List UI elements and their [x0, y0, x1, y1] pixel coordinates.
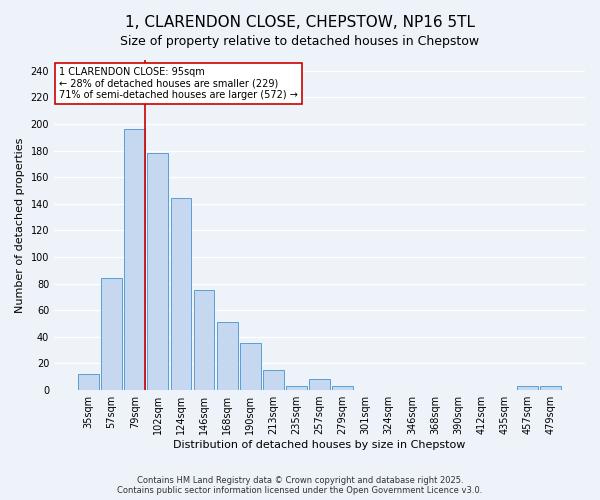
Bar: [78, 374, 99, 390]
Bar: [309, 380, 330, 390]
Bar: [332, 386, 353, 390]
Bar: [286, 386, 307, 390]
Text: Size of property relative to detached houses in Chepstow: Size of property relative to detached ho…: [121, 35, 479, 48]
X-axis label: Distribution of detached houses by size in Chepstow: Distribution of detached houses by size …: [173, 440, 466, 450]
Text: Contains HM Land Registry data © Crown copyright and database right 2025.
Contai: Contains HM Land Registry data © Crown c…: [118, 476, 482, 495]
Bar: [217, 322, 238, 390]
Y-axis label: Number of detached properties: Number of detached properties: [15, 138, 25, 312]
Bar: [148, 153, 168, 390]
Text: 1 CLARENDON CLOSE: 95sqm
← 28% of detached houses are smaller (229)
71% of semi-: 1 CLARENDON CLOSE: 95sqm ← 28% of detach…: [59, 66, 298, 100]
Bar: [170, 198, 191, 390]
Bar: [517, 386, 538, 390]
Bar: [124, 129, 145, 390]
Bar: [540, 386, 561, 390]
Bar: [194, 290, 214, 390]
Text: 1, CLARENDON CLOSE, CHEPSTOW, NP16 5TL: 1, CLARENDON CLOSE, CHEPSTOW, NP16 5TL: [125, 15, 475, 30]
Bar: [263, 370, 284, 390]
Bar: [240, 344, 260, 390]
Bar: [101, 278, 122, 390]
